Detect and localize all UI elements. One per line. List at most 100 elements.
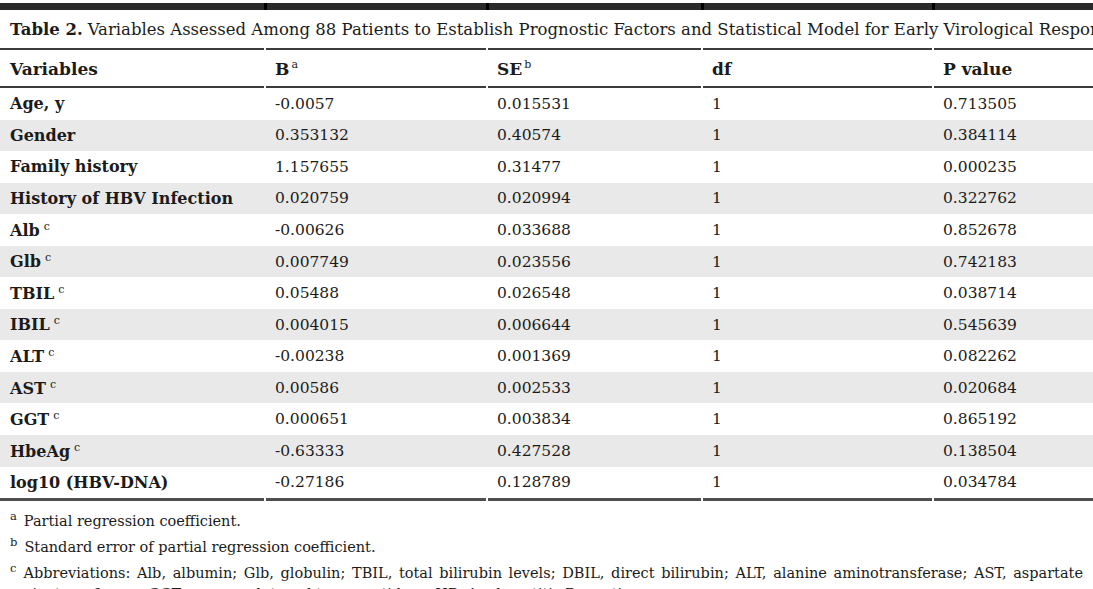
- variable-label: ALT: [10, 347, 44, 366]
- cell-p-value: 0.082262: [933, 347, 1093, 365]
- cell-p-value: 0.384114: [933, 126, 1093, 144]
- cell-df: 1: [702, 442, 933, 460]
- cell-standard-error: 0.001369: [487, 347, 702, 365]
- variable-label: Family history: [10, 157, 137, 176]
- cell-standard-error: 0.128789: [487, 473, 702, 491]
- table-row: ALTc -0.00238 0.001369 1 0.082262: [0, 340, 1093, 372]
- variable-label: HbeAg: [10, 442, 70, 461]
- table-header-row: Variables Ba SEb df P value: [0, 50, 1093, 86]
- cell-variable: HbeAgc: [0, 441, 265, 461]
- cell-standard-error: 0.020994: [487, 189, 702, 207]
- table-row: Albc -0.00626 0.033688 1 0.852678: [0, 214, 1093, 246]
- cell-standard-error: 0.003834: [487, 410, 702, 428]
- cell-b-coefficient: -0.27186: [265, 473, 487, 491]
- header-b: Ba: [265, 58, 487, 79]
- cell-p-value: 0.852678: [933, 221, 1093, 239]
- variable-superscript: c: [58, 283, 64, 296]
- table-top-border: [0, 3, 1093, 10]
- cell-standard-error: 0.427528: [487, 442, 702, 460]
- header-se-label: SE: [497, 58, 522, 78]
- table-title: Table 2. Variables Assessed Among 88 Pat…: [0, 10, 1093, 48]
- cell-standard-error: 0.026548: [487, 284, 702, 302]
- cell-df: 1: [702, 410, 933, 428]
- header-b-superscript: a: [291, 58, 298, 71]
- footnote-a-marker: a: [10, 509, 17, 523]
- variable-label: Gender: [10, 126, 75, 145]
- cell-df: 1: [702, 316, 933, 334]
- cell-standard-error: 0.033688: [487, 221, 702, 239]
- header-b-label: B: [275, 58, 289, 78]
- cell-variable: Albc: [0, 220, 265, 240]
- header-pvalue-label: P value: [943, 58, 1012, 78]
- cell-df: 1: [702, 158, 933, 176]
- cell-p-value: 0.742183: [933, 253, 1093, 271]
- cell-standard-error: 0.002533: [487, 379, 702, 397]
- cell-variable: Family history: [0, 157, 265, 176]
- table-row: ASTc 0.00586 0.002533 1 0.020684: [0, 372, 1093, 404]
- footnotes: a Partial regression coefficient. bStanda…: [0, 501, 1093, 589]
- cell-p-value: 0.034784: [933, 473, 1093, 491]
- cell-variable: IBILc: [0, 314, 265, 334]
- cell-standard-error: 0.023556: [487, 253, 702, 271]
- cell-variable: Glbc: [0, 251, 265, 271]
- cell-p-value: 0.000235: [933, 158, 1093, 176]
- footnote-c: cAbbreviations: Alb, albumin; Glb, globu…: [10, 558, 1083, 589]
- cell-variable: History of HBV Infection: [0, 189, 265, 208]
- table-row: Gender 0.353132 0.40574 1 0.384114: [0, 120, 1093, 152]
- variable-label: History of HBV Infection: [10, 189, 233, 208]
- cell-standard-error: 0.40574: [487, 126, 702, 144]
- cell-variable: Gender: [0, 126, 265, 145]
- cell-df: 1: [702, 284, 933, 302]
- variable-label: Glb: [10, 253, 41, 272]
- header-pvalue: P value: [933, 58, 1093, 79]
- footnote-a-text: Partial regression coefficient.: [24, 513, 241, 529]
- cell-b-coefficient: 0.05488: [265, 284, 487, 302]
- cell-variable: log10 (HBV-DNA): [0, 473, 265, 492]
- variable-label: AST: [10, 379, 46, 398]
- cell-p-value: 0.020684: [933, 379, 1093, 397]
- cell-b-coefficient: 0.00586: [265, 379, 487, 397]
- cell-variable: GGT c: [0, 409, 265, 429]
- cell-variable: TBIL c: [0, 283, 265, 303]
- table-row: log10 (HBV-DNA) -0.27186 0.128789 1 0.03…: [0, 467, 1093, 499]
- cell-b-coefficient: -0.0057: [265, 95, 487, 113]
- variable-superscript: c: [45, 251, 51, 264]
- cell-b-coefficient: -0.00238: [265, 347, 487, 365]
- table-row: IBILc 0.004015 0.006644 1 0.545639: [0, 309, 1093, 341]
- cell-p-value: 0.322762: [933, 189, 1093, 207]
- header-variables-label: Variables: [10, 58, 98, 78]
- variable-label: GGT: [10, 410, 49, 429]
- cell-variable: Age, y: [0, 94, 265, 113]
- cell-p-value: 0.545639: [933, 316, 1093, 334]
- variable-superscript: c: [48, 346, 54, 359]
- footnote-b: bStandard error of partial regression co…: [10, 532, 1083, 558]
- table-row: Family history 1.157655 0.31477 1 0.0002…: [0, 151, 1093, 183]
- cell-b-coefficient: 0.004015: [265, 316, 487, 334]
- header-se-superscript: b: [524, 58, 531, 71]
- variable-label: Alb: [10, 221, 40, 240]
- variable-superscript: c: [53, 409, 59, 422]
- cell-df: 1: [702, 126, 933, 144]
- cell-variable: AST c: [0, 378, 265, 398]
- table-row: HbeAgc -0.63333 0.427528 1 0.138504: [0, 435, 1093, 467]
- cell-df: 1: [702, 253, 933, 271]
- variable-superscript: c: [50, 378, 56, 391]
- table-title-text: Variables Assessed Among 88 Patients to …: [88, 20, 1093, 39]
- table-row: GGT c 0.000651 0.003834 1 0.865192: [0, 403, 1093, 435]
- cell-df: 1: [702, 95, 933, 113]
- cell-p-value: 0.865192: [933, 410, 1093, 428]
- cell-df: 1: [702, 189, 933, 207]
- cell-b-coefficient: 0.000651: [265, 410, 487, 428]
- footnote-b-text: Standard error of partial regression coe…: [24, 539, 375, 555]
- cell-b-coefficient: -0.63333: [265, 442, 487, 460]
- variable-superscript: c: [44, 220, 50, 233]
- cell-standard-error: 0.015531: [487, 95, 702, 113]
- variable-label: IBIL: [10, 316, 50, 335]
- cell-b-coefficient: -0.00626: [265, 221, 487, 239]
- footnote-c-text: Abbreviations: Alb, albumin; Glb, globul…: [10, 565, 1083, 589]
- cell-df: 1: [702, 473, 933, 491]
- variable-label: TBIL: [10, 284, 54, 303]
- table-body: Age, y -0.0057 0.015531 1 0.713505 Gende…: [0, 88, 1093, 498]
- table-row: Glbc 0.007749 0.023556 1 0.742183: [0, 246, 1093, 278]
- cell-b-coefficient: 1.157655: [265, 158, 487, 176]
